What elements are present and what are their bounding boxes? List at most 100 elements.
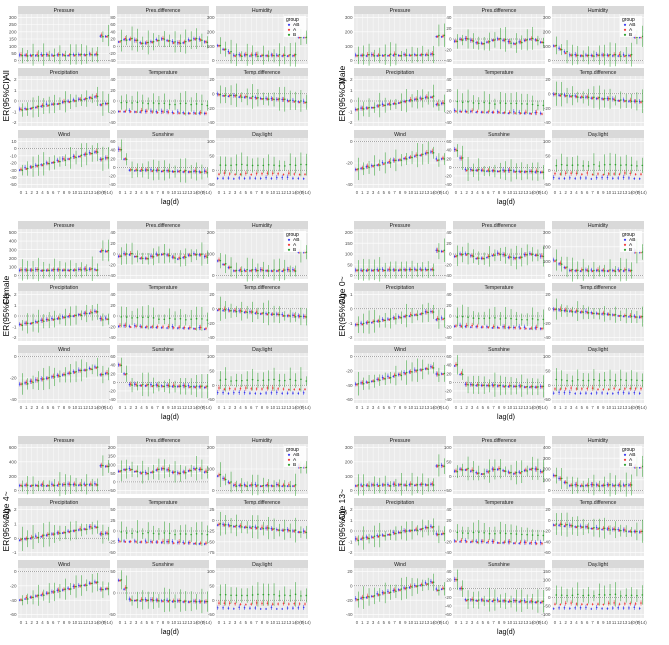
point-ab xyxy=(276,313,278,315)
point-b xyxy=(174,318,176,320)
point-ab xyxy=(612,98,614,100)
point-a xyxy=(629,314,632,317)
point-a xyxy=(535,170,538,172)
point-ab xyxy=(193,37,195,40)
y-tick-label: 500 xyxy=(9,230,17,235)
point-b xyxy=(305,101,308,103)
point-ab xyxy=(243,54,246,56)
point-b xyxy=(195,253,198,256)
y-tick-label: 20 xyxy=(446,26,452,31)
point-a xyxy=(442,318,444,321)
point-b xyxy=(69,157,72,159)
point-a xyxy=(73,100,76,102)
point-a xyxy=(436,103,439,105)
point-ab xyxy=(606,54,609,56)
point-b xyxy=(32,321,34,324)
panel-strip xyxy=(552,6,644,14)
point-b xyxy=(284,54,286,57)
point-b xyxy=(185,169,187,172)
point-ab xyxy=(475,41,478,44)
point-a xyxy=(250,173,253,176)
point-b xyxy=(37,379,40,382)
point-ab xyxy=(440,158,443,160)
point-b xyxy=(251,269,254,271)
y-tick-label: 20 xyxy=(110,371,116,376)
y-tick-label: 0 xyxy=(350,273,353,278)
point-b xyxy=(598,96,601,99)
point-ab xyxy=(29,166,32,168)
point-ab xyxy=(134,255,136,258)
point-a xyxy=(559,262,562,264)
point-a xyxy=(503,170,506,172)
point-ab xyxy=(117,255,120,258)
point-a xyxy=(57,268,60,271)
x-tick-label: 14 xyxy=(628,190,633,195)
group-label: Age 0~ xyxy=(337,276,347,303)
x-tick-label: 4 xyxy=(377,190,380,195)
point-a xyxy=(106,250,108,253)
point-ab xyxy=(590,392,593,395)
point-b xyxy=(427,54,429,56)
x-tick-label: 14 xyxy=(94,190,99,195)
panel-title: Pres.difference xyxy=(482,223,517,229)
x-tick-label: 14 xyxy=(529,190,534,195)
point-b xyxy=(362,268,365,271)
point-a xyxy=(119,110,121,113)
point-a xyxy=(41,269,44,272)
point-a xyxy=(465,254,468,256)
panel-title: Temperature xyxy=(484,285,513,291)
point-a xyxy=(586,54,589,57)
y-tick-label: 50 xyxy=(209,368,215,373)
point-a xyxy=(575,95,578,98)
point-a xyxy=(245,95,247,98)
point-a xyxy=(194,112,197,115)
panel-title: Precipitation xyxy=(50,285,79,291)
point-ab xyxy=(150,255,152,257)
point-ab xyxy=(392,375,395,378)
point-a xyxy=(570,172,572,175)
y-tick-label: -40 xyxy=(445,397,452,402)
point-a xyxy=(372,53,374,56)
point-a xyxy=(151,255,154,258)
point-b xyxy=(504,102,507,105)
x-tick-label: (0-7) xyxy=(196,190,206,195)
group-label: Male xyxy=(337,66,347,85)
x-tick-label: 0 xyxy=(356,405,359,410)
point-a xyxy=(366,107,369,109)
point-b xyxy=(195,317,198,320)
point-ab xyxy=(414,98,416,101)
y-tick-label: 40 xyxy=(446,148,452,153)
point-b xyxy=(107,373,110,375)
point-b xyxy=(630,269,633,272)
point-ab xyxy=(265,176,267,179)
point-b xyxy=(478,317,480,320)
point-ab xyxy=(470,168,472,171)
point-ab xyxy=(513,170,515,172)
point-b xyxy=(395,374,397,377)
point-ab xyxy=(104,317,107,319)
point-b xyxy=(190,171,192,173)
point-ab xyxy=(397,54,400,57)
point-ab xyxy=(134,111,136,113)
y-tick-label: -50 xyxy=(544,397,551,402)
point-b xyxy=(432,269,435,271)
point-a xyxy=(194,253,197,256)
point-b xyxy=(400,374,403,377)
point-a xyxy=(460,325,463,328)
y-tick-label: -40 xyxy=(208,335,215,340)
point-ab xyxy=(617,268,619,271)
point-b xyxy=(405,314,408,317)
point-b xyxy=(53,103,56,105)
point-ab xyxy=(292,99,294,102)
point-ab xyxy=(83,98,85,101)
point-b xyxy=(48,376,50,379)
point-ab xyxy=(56,317,59,320)
point-a xyxy=(250,269,253,272)
point-b xyxy=(478,42,480,45)
point-a xyxy=(442,101,444,104)
point-b xyxy=(96,151,99,153)
point-a xyxy=(487,110,490,113)
y-tick-label: -20 xyxy=(346,368,353,373)
point-ab xyxy=(281,55,284,57)
point-a xyxy=(234,309,236,312)
